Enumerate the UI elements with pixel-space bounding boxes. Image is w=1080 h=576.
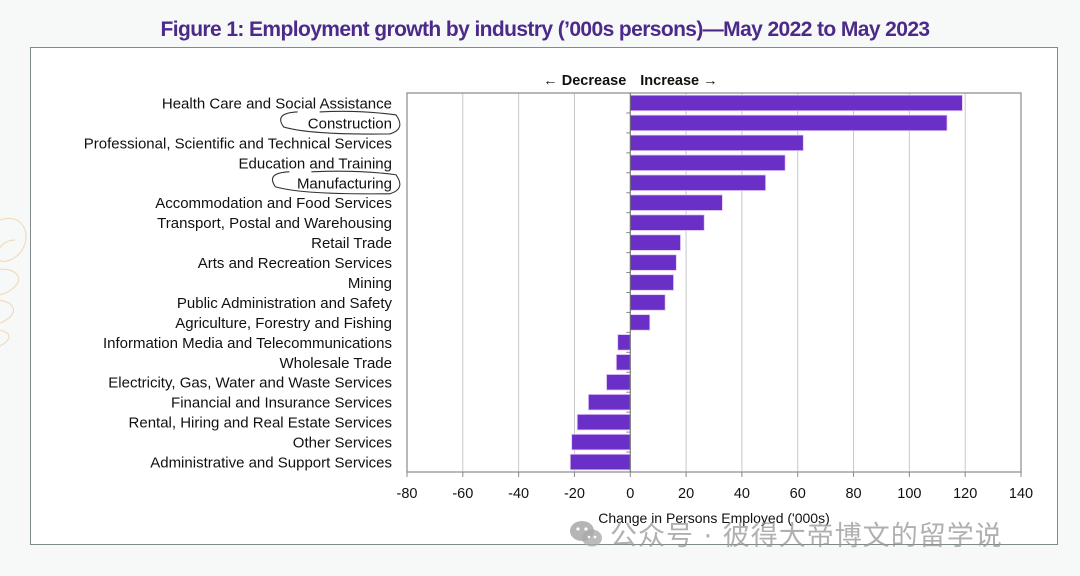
bar <box>576 413 631 431</box>
category-labels: Health Care and Social Assistance Constru… <box>84 95 393 471</box>
gridlines <box>462 93 966 472</box>
bar <box>629 234 681 251</box>
category-label: Other Services <box>293 435 392 452</box>
x-tick-label: 20 <box>678 486 694 502</box>
x-tick-label: 0 <box>626 486 634 502</box>
category-label: Construction <box>308 115 392 132</box>
bar <box>615 354 631 371</box>
x-tick-label: 60 <box>790 486 806 502</box>
bar <box>629 294 666 311</box>
category-label: Administrative and Support Services <box>150 455 392 472</box>
x-tick-label: 80 <box>845 486 861 502</box>
direction-labels: ← Decrease Increase → <box>543 73 717 89</box>
annotations <box>271 110 401 195</box>
category-label: Information Media and Telecommunications <box>103 335 392 352</box>
category-label: Professional, Scientific and Technical S… <box>84 135 392 152</box>
category-label: Accommodation and Food Services <box>155 195 392 212</box>
bar <box>629 214 705 231</box>
bar <box>629 114 948 132</box>
x-tick-label: -60 <box>452 486 473 502</box>
bar <box>629 274 674 291</box>
x-tick-label: -20 <box>564 486 585 502</box>
category-label: Mining <box>348 275 392 292</box>
category-label: Retail Trade <box>311 235 392 252</box>
annotation-circle <box>271 170 401 195</box>
category-label: Electricity, Gas, Water and Waste Servic… <box>108 375 392 392</box>
plot-area <box>406 92 1022 473</box>
x-axis-label: Change in Persons Employed ('000s) <box>598 510 829 526</box>
decrease-label: ← Decrease <box>543 73 626 89</box>
category-label: Manufacturing <box>297 175 392 192</box>
bar <box>629 314 651 331</box>
bar <box>629 254 677 271</box>
x-tick-label: 100 <box>897 486 921 502</box>
bar <box>571 433 631 451</box>
x-tick-label: -80 <box>397 486 418 502</box>
category-label: Education and Training <box>239 155 392 172</box>
bars <box>569 94 963 471</box>
increase-label: Increase → <box>640 73 717 89</box>
bar <box>569 453 631 471</box>
bar <box>588 394 631 411</box>
x-tick-label: 120 <box>953 486 977 502</box>
x-axis-ticks: -80 -60 -40 -20 0 20 40 60 80 100 120 140 <box>397 472 1033 502</box>
decorative-swirl-icon <box>0 217 27 347</box>
category-label: Health Care and Social Assistance <box>162 95 392 112</box>
x-tick-label: -40 <box>508 486 529 502</box>
bar <box>617 334 631 351</box>
bar <box>606 374 631 391</box>
bar <box>629 134 804 152</box>
x-tick-label: 140 <box>1009 486 1033 502</box>
category-label: Wholesale Trade <box>279 355 392 372</box>
bar <box>629 194 723 211</box>
bar <box>629 94 963 112</box>
category-label: Transport, Postal and Warehousing <box>157 215 392 232</box>
annotation-circle <box>280 110 401 135</box>
chart-title: Figure 1: Employment growth by industry … <box>160 18 931 41</box>
category-label: Agriculture, Forestry and Fishing <box>175 315 392 332</box>
bar <box>629 174 767 191</box>
category-label: Arts and Recreation Services <box>198 255 392 272</box>
bar <box>629 154 786 171</box>
x-tick-label: 40 <box>734 486 750 502</box>
category-label: Public Administration and Safety <box>177 295 393 312</box>
category-ticks <box>626 93 631 473</box>
category-label: Rental, Hiring and Real Estate Services <box>129 415 392 432</box>
category-label: Financial and Insurance Services <box>171 395 392 412</box>
